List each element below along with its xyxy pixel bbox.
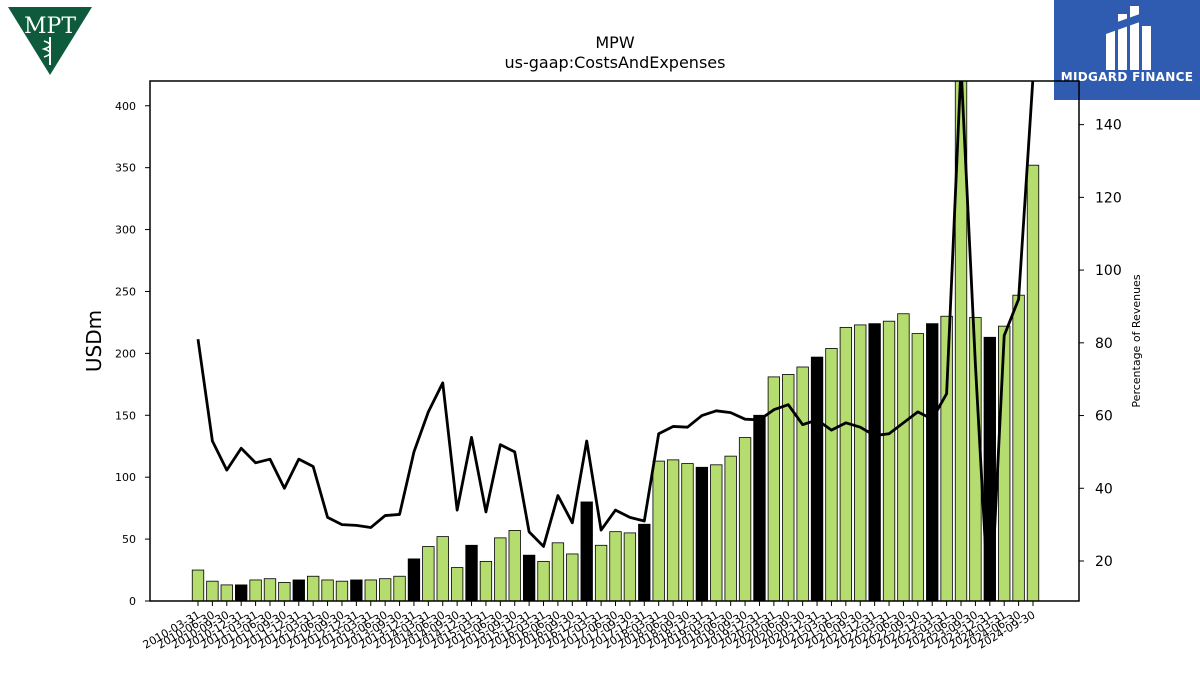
- bar-2017-12-31: [638, 523, 651, 602]
- midgard-finance-logo: MIDGARD FINANCE: [1054, 0, 1200, 100]
- chart-title: MPW: [595, 33, 634, 52]
- y-tick-label-300: 300: [115, 224, 136, 237]
- bar-2022-09-30: [911, 333, 924, 602]
- bar-2010-06-30: [206, 580, 219, 602]
- bar-2022-12-31: [926, 323, 939, 602]
- bar-2011-12-31: [292, 579, 305, 602]
- bar-2014-12-31: [465, 544, 478, 602]
- bar-2021-03-31: [825, 348, 838, 602]
- bar-2024-09-30: [1026, 164, 1040, 602]
- bar-2014-09-30: [450, 567, 464, 602]
- bar-2017-06-30: [609, 531, 622, 602]
- y-tick-label-0: 0: [129, 595, 136, 608]
- y-tick-label-50: 50: [122, 533, 136, 546]
- bar-2012-09-30: [335, 580, 349, 602]
- bar-2013-03-31: [364, 579, 377, 602]
- y-tick-label-200: 200: [115, 347, 136, 360]
- bar-2020-12-31: [810, 356, 824, 602]
- bar-2021-09-30: [854, 324, 867, 602]
- bar-2010-03-31: [191, 569, 205, 602]
- plot-frame: [149, 80, 1080, 602]
- y-tick-label-350: 350: [115, 162, 136, 175]
- bar-2012-03-31: [307, 575, 320, 602]
- bar-series: [191, 80, 1040, 602]
- y-axis-left: 0 50 100 150 200 250 300 350 400: [115, 100, 150, 608]
- y2-tick-label-100: 100: [1095, 263, 1122, 279]
- line-series: [196, 81, 1035, 601]
- bar-2024-06-30: [1012, 294, 1025, 602]
- bar-2011-09-30: [278, 582, 291, 602]
- bar-2011-03-31: [249, 579, 262, 602]
- bar-2024-03-31: [998, 325, 1011, 602]
- y2-axis-label: Percentage of Revenues: [1130, 274, 1143, 407]
- bar-2018-03-31: [652, 460, 665, 602]
- bar-2016-12-31: [580, 501, 593, 602]
- mpt-logo: MPT: [8, 7, 92, 75]
- bar-2018-09-30: [681, 463, 694, 602]
- percentage-line: [196, 81, 1035, 601]
- y-axis-label: USDm: [82, 310, 106, 372]
- y-tick-label-250: 250: [115, 285, 136, 298]
- chart-subtitle: us-gaap:CostsAndExpenses: [505, 53, 726, 72]
- y2-tick-label-80: 80: [1095, 336, 1113, 352]
- bar-2016-03-31: [537, 560, 550, 602]
- bar-2015-12-31: [522, 554, 536, 602]
- y2-tick-label-60: 60: [1095, 409, 1113, 425]
- y2-tick-label-40: 40: [1095, 481, 1113, 497]
- y2-tick-label-20: 20: [1095, 554, 1113, 570]
- bar-2014-03-31: [422, 546, 435, 602]
- bar-2019-06-30: [724, 455, 737, 602]
- bar-2018-12-31: [695, 466, 709, 602]
- y-tick-label-100: 100: [115, 471, 136, 484]
- bar-2011-06-30: [263, 578, 277, 602]
- bar-2019-03-31: [710, 464, 723, 602]
- y-axis-right: 20 40 60 80 100 120 140: [1079, 118, 1122, 570]
- y-tick-label-150: 150: [115, 409, 136, 422]
- bar-2013-09-30: [393, 575, 406, 602]
- bar-2016-09-30: [566, 553, 579, 602]
- bar-2022-03-31: [882, 320, 896, 602]
- bar-2013-12-31: [407, 558, 421, 602]
- bar-2019-09-30: [738, 437, 752, 602]
- bar-2015-06-30: [494, 537, 507, 602]
- logo-right-text: MIDGARD FINANCE: [1060, 70, 1194, 84]
- y-tick-label-400: 400: [115, 100, 136, 113]
- bar-2015-03-31: [479, 560, 493, 602]
- bar-2021-12-31: [868, 323, 881, 602]
- bar-2021-06-30: [839, 326, 853, 602]
- bar-2022-06-30: [897, 313, 910, 602]
- bar-2010-09-30: [220, 584, 233, 602]
- bar-2012-06-30: [321, 579, 334, 602]
- bar-2020-09-30: [796, 366, 809, 602]
- bar-2017-09-30: [623, 532, 637, 602]
- bar-2016-06-30: [551, 542, 565, 602]
- y2-tick-label-120: 120: [1095, 190, 1122, 206]
- bar-2010-12-31: [235, 584, 248, 602]
- bar-2013-06-30: [378, 578, 392, 602]
- logo-left-text: MPT: [24, 14, 76, 39]
- bar-2014-06-30: [436, 536, 449, 602]
- bar-2019-12-31: [753, 414, 766, 602]
- bar-2023-03-31: [940, 315, 953, 602]
- y2-tick-label-140: 140: [1095, 118, 1122, 134]
- bar-2012-12-31: [350, 579, 363, 602]
- bar-2017-03-31: [594, 544, 608, 602]
- x-axis: 2010-03-312010-06-302010-09-302010-12-31…: [141, 601, 1038, 652]
- bar-2018-06-30: [666, 459, 680, 602]
- bar-2015-09-30: [508, 530, 521, 602]
